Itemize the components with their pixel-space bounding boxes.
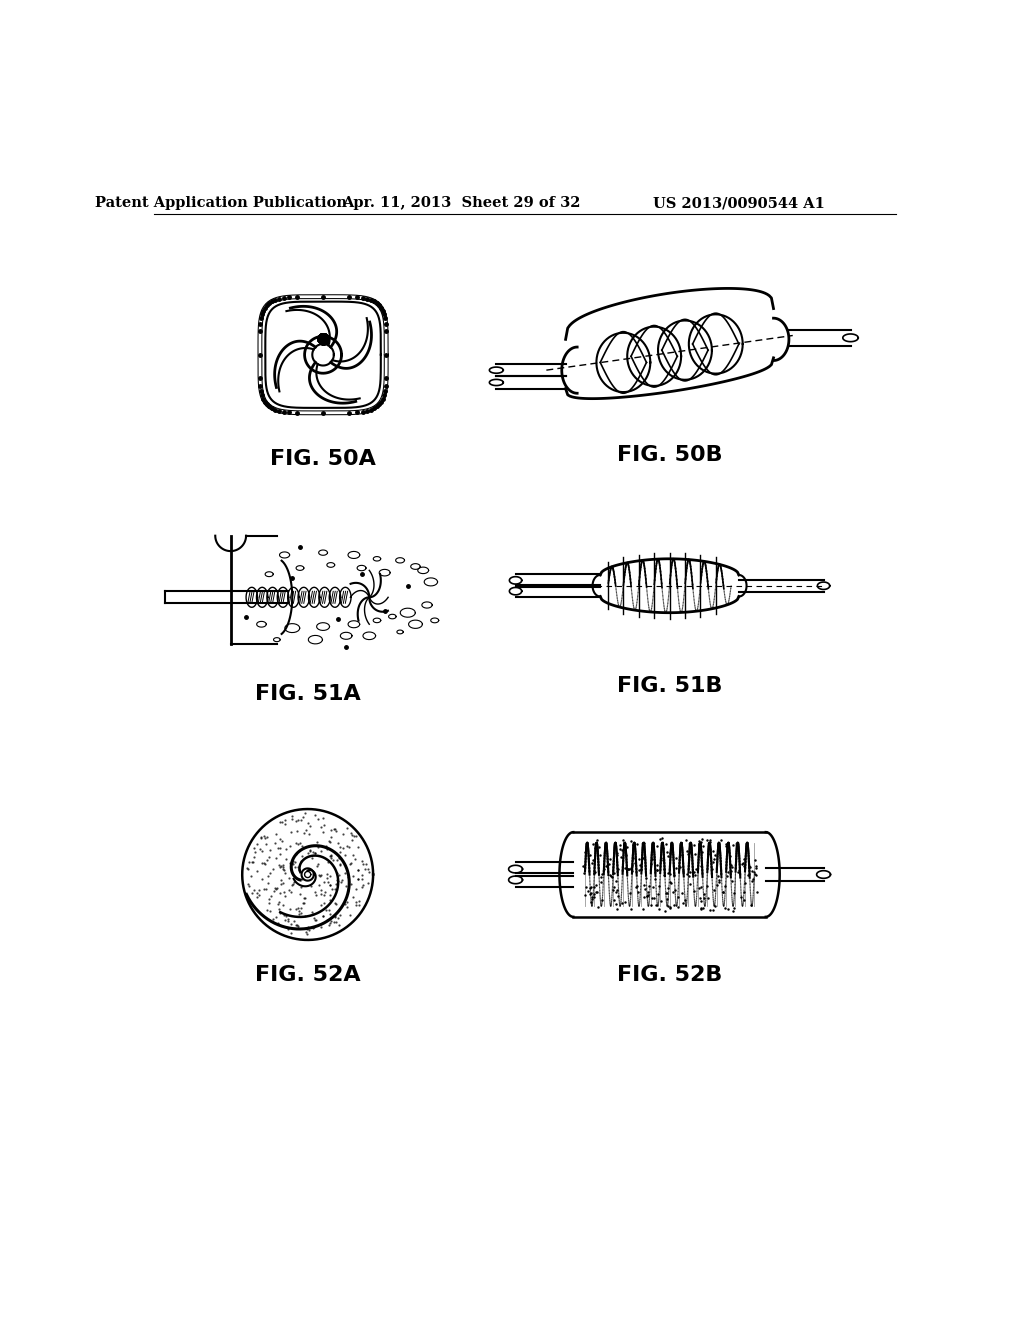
Text: FIG. 50B: FIG. 50B [616,445,722,465]
Text: Apr. 11, 2013  Sheet 29 of 32: Apr. 11, 2013 Sheet 29 of 32 [342,197,581,210]
Text: FIG. 51B: FIG. 51B [616,676,722,696]
Text: US 2013/0090544 A1: US 2013/0090544 A1 [653,197,824,210]
Text: FIG. 52A: FIG. 52A [255,965,360,985]
Text: Patent Application Publication: Patent Application Publication [95,197,347,210]
Text: FIG. 52B: FIG. 52B [616,965,722,985]
Text: FIG. 51A: FIG. 51A [255,684,360,704]
Text: FIG. 50A: FIG. 50A [270,449,376,469]
